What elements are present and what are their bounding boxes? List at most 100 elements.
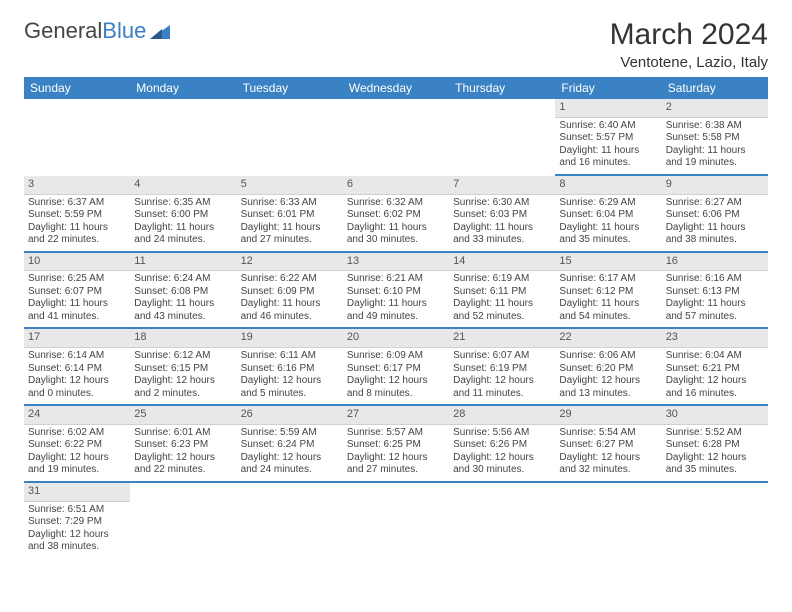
calendar-cell: 6Sunrise: 6:32 AMSunset: 6:02 PMDaylight…	[343, 176, 449, 253]
day-number: 17	[24, 329, 130, 348]
day-body: Sunrise: 6:29 AMSunset: 6:04 PMDaylight:…	[555, 195, 661, 253]
calendar-table: SundayMondayTuesdayWednesdayThursdayFrid…	[24, 77, 768, 558]
calendar-cell: 14Sunrise: 6:19 AMSunset: 6:11 PMDayligh…	[449, 253, 555, 330]
calendar-cell: 18Sunrise: 6:12 AMSunset: 6:15 PMDayligh…	[130, 329, 236, 406]
day-number: 7	[449, 176, 555, 195]
day-body: Sunrise: 6:12 AMSunset: 6:15 PMDaylight:…	[130, 348, 236, 406]
calendar-cell: 24Sunrise: 6:02 AMSunset: 6:22 PMDayligh…	[24, 406, 130, 483]
brand-logo: GeneralBlue	[24, 18, 172, 44]
calendar-cell: 23Sunrise: 6:04 AMSunset: 6:21 PMDayligh…	[662, 329, 768, 406]
day-number: 10	[24, 253, 130, 272]
calendar-week: 24Sunrise: 6:02 AMSunset: 6:22 PMDayligh…	[24, 406, 768, 483]
day-body: Sunrise: 6:24 AMSunset: 6:08 PMDaylight:…	[130, 271, 236, 329]
page-header: GeneralBlue March 2024 Ventotene, Lazio,…	[24, 18, 768, 71]
calendar-cell: 30Sunrise: 5:52 AMSunset: 6:28 PMDayligh…	[662, 406, 768, 483]
day-number: 21	[449, 329, 555, 348]
day-number: 25	[130, 406, 236, 425]
calendar-cell	[555, 483, 661, 558]
day-body: Sunrise: 6:51 AMSunset: 7:29 PMDaylight:…	[24, 502, 130, 558]
day-number: 24	[24, 406, 130, 425]
day-body: Sunrise: 5:57 AMSunset: 6:25 PMDaylight:…	[343, 425, 449, 483]
brand-part1: General	[24, 18, 102, 43]
day-body: Sunrise: 6:02 AMSunset: 6:22 PMDaylight:…	[24, 425, 130, 483]
day-body: Sunrise: 6:01 AMSunset: 6:23 PMDaylight:…	[130, 425, 236, 483]
calendar-cell: 3Sunrise: 6:37 AMSunset: 5:59 PMDaylight…	[24, 176, 130, 253]
day-body: Sunrise: 5:59 AMSunset: 6:24 PMDaylight:…	[237, 425, 343, 483]
calendar-head: SundayMondayTuesdayWednesdayThursdayFrid…	[24, 77, 768, 99]
day-number: 1	[555, 99, 661, 118]
weekday-header: Saturday	[662, 77, 768, 99]
calendar-body: 1Sunrise: 6:40 AMSunset: 5:57 PMDaylight…	[24, 99, 768, 558]
calendar-cell: 27Sunrise: 5:57 AMSunset: 6:25 PMDayligh…	[343, 406, 449, 483]
calendar-cell	[449, 99, 555, 176]
day-body: Sunrise: 6:32 AMSunset: 6:02 PMDaylight:…	[343, 195, 449, 253]
day-body: Sunrise: 5:52 AMSunset: 6:28 PMDaylight:…	[662, 425, 768, 483]
calendar-cell	[662, 483, 768, 558]
day-body: Sunrise: 6:27 AMSunset: 6:06 PMDaylight:…	[662, 195, 768, 253]
day-body: Sunrise: 6:19 AMSunset: 6:11 PMDaylight:…	[449, 271, 555, 329]
calendar-cell: 25Sunrise: 6:01 AMSunset: 6:23 PMDayligh…	[130, 406, 236, 483]
calendar-cell: 2Sunrise: 6:38 AMSunset: 5:58 PMDaylight…	[662, 99, 768, 176]
day-body: Sunrise: 5:56 AMSunset: 6:26 PMDaylight:…	[449, 425, 555, 483]
day-number: 5	[237, 176, 343, 195]
day-number: 23	[662, 329, 768, 348]
calendar-cell	[343, 99, 449, 176]
calendar-cell: 10Sunrise: 6:25 AMSunset: 6:07 PMDayligh…	[24, 253, 130, 330]
calendar-cell: 20Sunrise: 6:09 AMSunset: 6:17 PMDayligh…	[343, 329, 449, 406]
month-title: March 2024	[610, 18, 768, 52]
sail-icon	[148, 21, 172, 41]
calendar-cell: 4Sunrise: 6:35 AMSunset: 6:00 PMDaylight…	[130, 176, 236, 253]
day-body: Sunrise: 6:07 AMSunset: 6:19 PMDaylight:…	[449, 348, 555, 406]
weekday-header: Thursday	[449, 77, 555, 99]
calendar-cell: 8Sunrise: 6:29 AMSunset: 6:04 PMDaylight…	[555, 176, 661, 253]
day-body: Sunrise: 6:11 AMSunset: 6:16 PMDaylight:…	[237, 348, 343, 406]
calendar-cell	[130, 483, 236, 558]
weekday-header: Wednesday	[343, 77, 449, 99]
calendar-cell: 29Sunrise: 5:54 AMSunset: 6:27 PMDayligh…	[555, 406, 661, 483]
day-number: 19	[237, 329, 343, 348]
day-body: Sunrise: 6:21 AMSunset: 6:10 PMDaylight:…	[343, 271, 449, 329]
day-body: Sunrise: 6:40 AMSunset: 5:57 PMDaylight:…	[555, 118, 661, 176]
calendar-cell: 9Sunrise: 6:27 AMSunset: 6:06 PMDaylight…	[662, 176, 768, 253]
calendar-week: 17Sunrise: 6:14 AMSunset: 6:14 PMDayligh…	[24, 329, 768, 406]
brand-text: GeneralBlue	[24, 18, 146, 44]
day-number: 22	[555, 329, 661, 348]
day-number: 16	[662, 253, 768, 272]
calendar-cell	[237, 483, 343, 558]
calendar-cell	[24, 99, 130, 176]
day-number: 2	[662, 99, 768, 118]
day-body: Sunrise: 6:22 AMSunset: 6:09 PMDaylight:…	[237, 271, 343, 329]
calendar-cell	[343, 483, 449, 558]
day-body: Sunrise: 6:35 AMSunset: 6:00 PMDaylight:…	[130, 195, 236, 253]
calendar-week: 31Sunrise: 6:51 AMSunset: 7:29 PMDayligh…	[24, 483, 768, 558]
calendar-cell: 12Sunrise: 6:22 AMSunset: 6:09 PMDayligh…	[237, 253, 343, 330]
calendar-cell: 28Sunrise: 5:56 AMSunset: 6:26 PMDayligh…	[449, 406, 555, 483]
day-number: 11	[130, 253, 236, 272]
calendar-cell: 13Sunrise: 6:21 AMSunset: 6:10 PMDayligh…	[343, 253, 449, 330]
day-number: 9	[662, 176, 768, 195]
day-body: Sunrise: 5:54 AMSunset: 6:27 PMDaylight:…	[555, 425, 661, 483]
day-number: 31	[24, 483, 130, 502]
calendar-week: 3Sunrise: 6:37 AMSunset: 5:59 PMDaylight…	[24, 176, 768, 253]
day-number: 26	[237, 406, 343, 425]
title-block: March 2024 Ventotene, Lazio, Italy	[610, 18, 768, 71]
day-number: 30	[662, 406, 768, 425]
calendar-cell: 19Sunrise: 6:11 AMSunset: 6:16 PMDayligh…	[237, 329, 343, 406]
day-body: Sunrise: 6:38 AMSunset: 5:58 PMDaylight:…	[662, 118, 768, 176]
day-number: 28	[449, 406, 555, 425]
calendar-week: 1Sunrise: 6:40 AMSunset: 5:57 PMDaylight…	[24, 99, 768, 176]
calendar-cell: 1Sunrise: 6:40 AMSunset: 5:57 PMDaylight…	[555, 99, 661, 176]
weekday-header: Friday	[555, 77, 661, 99]
day-number: 18	[130, 329, 236, 348]
day-body: Sunrise: 6:37 AMSunset: 5:59 PMDaylight:…	[24, 195, 130, 253]
day-number: 12	[237, 253, 343, 272]
day-body: Sunrise: 6:33 AMSunset: 6:01 PMDaylight:…	[237, 195, 343, 253]
weekday-row: SundayMondayTuesdayWednesdayThursdayFrid…	[24, 77, 768, 99]
day-number: 27	[343, 406, 449, 425]
day-body: Sunrise: 6:06 AMSunset: 6:20 PMDaylight:…	[555, 348, 661, 406]
day-number: 8	[555, 176, 661, 195]
day-number: 4	[130, 176, 236, 195]
calendar-cell: 15Sunrise: 6:17 AMSunset: 6:12 PMDayligh…	[555, 253, 661, 330]
day-number: 15	[555, 253, 661, 272]
day-number: 13	[343, 253, 449, 272]
